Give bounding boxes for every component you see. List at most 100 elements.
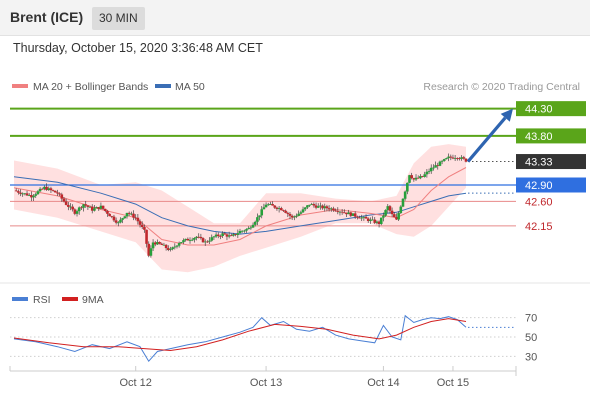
rsi-panel: 70 50 30 bbox=[10, 313, 537, 363]
candle-body bbox=[173, 246, 177, 248]
candle-body bbox=[366, 218, 370, 221]
candle-body bbox=[423, 174, 427, 177]
candle bbox=[314, 202, 318, 210]
candle-body bbox=[162, 244, 166, 246]
moving-averages bbox=[13, 167, 467, 246]
candle-body bbox=[45, 186, 48, 191]
candle-body bbox=[314, 205, 318, 208]
candle-body bbox=[125, 212, 129, 217]
candle-body bbox=[360, 217, 363, 219]
candle bbox=[201, 237, 205, 243]
candle bbox=[117, 221, 120, 227]
projection-arrow-head bbox=[500, 108, 513, 122]
candle-body bbox=[371, 219, 374, 221]
candle bbox=[303, 207, 307, 212]
candle-body bbox=[221, 233, 224, 237]
candle bbox=[449, 154, 453, 161]
candle-body bbox=[153, 242, 157, 245]
legend-swatch-rsi bbox=[12, 297, 28, 301]
candle-body bbox=[114, 220, 118, 223]
candle bbox=[110, 215, 114, 219]
candle-body bbox=[414, 177, 418, 180]
candle-body bbox=[58, 193, 61, 195]
candle bbox=[456, 157, 459, 161]
candle-body bbox=[112, 216, 116, 221]
candle-body bbox=[356, 216, 359, 218]
candle bbox=[412, 177, 416, 182]
candle-body bbox=[434, 165, 437, 168]
candle bbox=[436, 162, 440, 170]
candle-body bbox=[123, 216, 127, 219]
candle bbox=[121, 217, 124, 224]
candle bbox=[132, 210, 135, 221]
rsi-9ma-line bbox=[13, 318, 467, 352]
candle-body bbox=[382, 215, 385, 218]
projection-arrow-shaft bbox=[466, 116, 507, 163]
candle-body bbox=[310, 204, 314, 205]
rsi-tick-label-0: 70 bbox=[525, 313, 537, 325]
candle-body bbox=[19, 192, 22, 194]
candle bbox=[127, 211, 131, 216]
candle bbox=[23, 193, 27, 196]
candle bbox=[369, 217, 372, 224]
candle bbox=[230, 233, 233, 237]
candle-body bbox=[208, 240, 211, 242]
candle-body bbox=[160, 243, 164, 245]
candle-body bbox=[38, 188, 42, 192]
candle bbox=[247, 226, 250, 230]
candle-body bbox=[245, 229, 248, 231]
candle bbox=[319, 202, 322, 210]
candle-body bbox=[384, 210, 387, 216]
candle-body bbox=[40, 188, 44, 190]
candle bbox=[251, 222, 255, 228]
candle bbox=[325, 204, 329, 212]
candle bbox=[316, 203, 320, 209]
candle bbox=[358, 215, 361, 219]
candle-body bbox=[271, 203, 274, 206]
candle bbox=[238, 228, 242, 234]
candle-body bbox=[258, 215, 261, 218]
candle bbox=[153, 241, 157, 247]
candle-body bbox=[77, 207, 81, 212]
candle-body bbox=[71, 206, 74, 210]
candle-body bbox=[190, 239, 194, 241]
timeframe-badge[interactable]: 30 MIN bbox=[92, 7, 145, 30]
candle-body bbox=[379, 217, 383, 225]
level-label-3: 42.90 bbox=[525, 180, 553, 192]
candle bbox=[43, 185, 46, 191]
candle-body bbox=[319, 205, 322, 207]
candle bbox=[275, 206, 279, 211]
candle bbox=[60, 192, 64, 202]
candle-body bbox=[93, 208, 96, 211]
candle bbox=[34, 192, 38, 198]
ma20-line bbox=[13, 167, 467, 246]
candle-body bbox=[332, 208, 335, 211]
candle-body bbox=[373, 219, 377, 223]
candle-body bbox=[134, 217, 137, 219]
level-label-box-2 bbox=[516, 154, 586, 170]
candle bbox=[345, 212, 348, 218]
candle bbox=[103, 208, 107, 213]
candle-body bbox=[30, 195, 33, 198]
candle bbox=[403, 190, 407, 201]
candle-body bbox=[462, 157, 466, 159]
candle bbox=[177, 241, 181, 248]
candle bbox=[14, 188, 18, 192]
candle bbox=[156, 239, 159, 246]
candle-body bbox=[353, 213, 357, 217]
candle bbox=[240, 230, 244, 233]
candle bbox=[301, 206, 305, 214]
candle bbox=[19, 189, 22, 197]
candle bbox=[25, 190, 29, 197]
candle-body bbox=[164, 244, 168, 249]
candle-body bbox=[293, 216, 296, 218]
x-tick-label-2: Oct 14 bbox=[367, 377, 399, 389]
candle-body bbox=[436, 165, 440, 167]
candle bbox=[93, 205, 96, 212]
candle bbox=[225, 232, 229, 241]
candle bbox=[395, 213, 398, 220]
candle bbox=[445, 157, 448, 160]
candle-body bbox=[230, 235, 233, 237]
candle bbox=[182, 238, 185, 245]
candle bbox=[458, 157, 461, 161]
